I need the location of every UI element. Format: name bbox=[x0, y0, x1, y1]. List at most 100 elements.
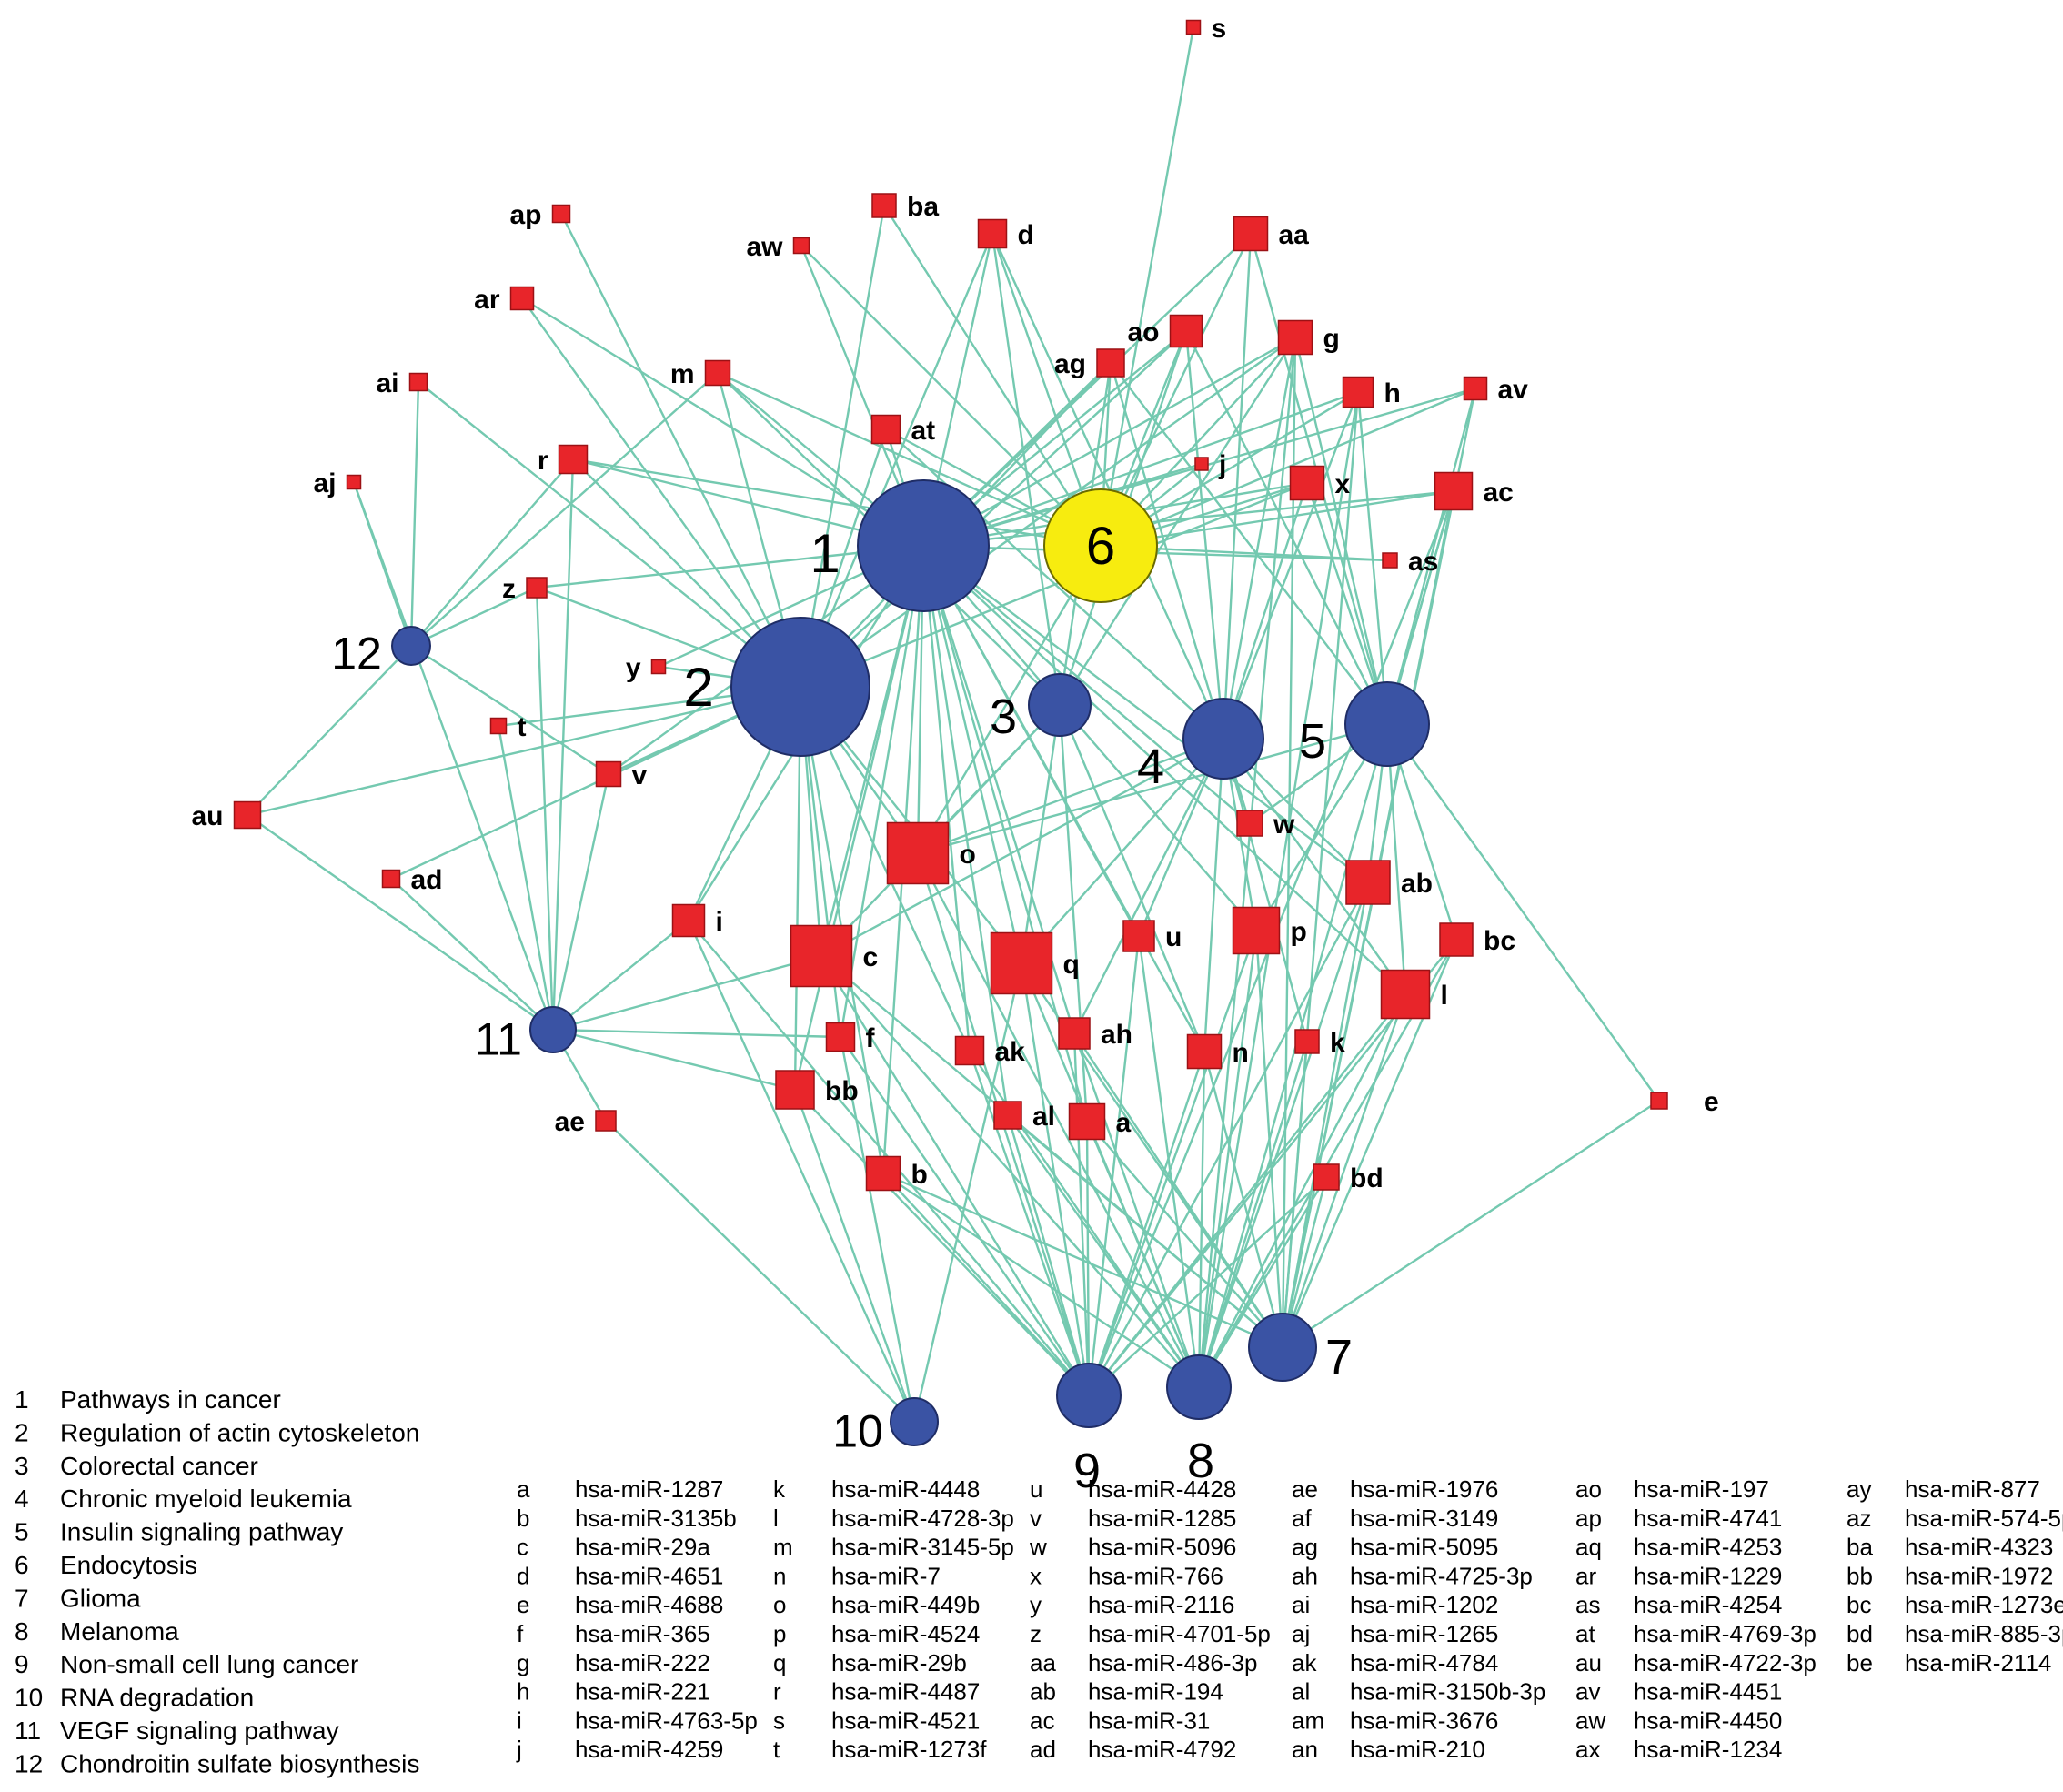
table-code-au: au bbox=[1575, 1649, 1602, 1676]
mirna-label-e: e bbox=[1704, 1087, 1719, 1117]
table-name-ac: hsa-miR-31 bbox=[1088, 1706, 1210, 1734]
pathway-node-11[interactable] bbox=[529, 1006, 577, 1053]
mirna-node-ar[interactable] bbox=[509, 286, 535, 311]
pathway-node-12[interactable] bbox=[391, 626, 431, 666]
mirna-node-l[interactable] bbox=[1380, 969, 1431, 1020]
table-code-ae: ae bbox=[1292, 1475, 1318, 1503]
table-code-at: at bbox=[1575, 1620, 1595, 1647]
mirna-node-p[interactable] bbox=[1232, 906, 1281, 955]
mirna-node-a[interactable] bbox=[1068, 1102, 1106, 1141]
mirna-node-aa[interactable] bbox=[1233, 216, 1269, 252]
pathway-label-7: 7 bbox=[1325, 1330, 1353, 1384]
table-name-u: hsa-miR-4428 bbox=[1088, 1475, 1236, 1503]
mirna-node-ai[interactable] bbox=[408, 372, 428, 392]
edge-ba-6 bbox=[882, 204, 1102, 548]
table-code-ap: ap bbox=[1575, 1505, 1602, 1532]
mirna-node-r[interactable] bbox=[558, 444, 589, 475]
pathway-node-9[interactable] bbox=[1056, 1363, 1122, 1428]
mirna-node-b[interactable] bbox=[865, 1155, 901, 1192]
mirna-node-bc[interactable] bbox=[1439, 922, 1474, 957]
mirna-node-n[interactable] bbox=[1186, 1033, 1223, 1070]
pathway-node-3[interactable] bbox=[1028, 673, 1092, 737]
mirna-node-w[interactable] bbox=[1236, 810, 1263, 837]
table-code-ao: ao bbox=[1575, 1475, 1602, 1503]
mirna-node-ah[interactable] bbox=[1058, 1017, 1091, 1050]
mirna-node-u[interactable] bbox=[1122, 920, 1155, 952]
edge-v-12 bbox=[409, 644, 610, 776]
mirna-node-d[interactable] bbox=[977, 218, 1008, 249]
edge-s-6 bbox=[1099, 25, 1195, 548]
mirna-label-ad: ad bbox=[411, 865, 443, 895]
table-code-g: g bbox=[517, 1649, 529, 1676]
mirna-label-n: n bbox=[1233, 1038, 1249, 1068]
pathway-node-7[interactable] bbox=[1248, 1313, 1317, 1382]
mirna-node-j[interactable] bbox=[1194, 457, 1209, 471]
mirna-node-au[interactable] bbox=[233, 800, 262, 830]
table-name-at: hsa-miR-4769-3p bbox=[1634, 1620, 1816, 1647]
table-name-ae: hsa-miR-1976 bbox=[1350, 1475, 1498, 1503]
table-code-ai: ai bbox=[1292, 1591, 1310, 1618]
mirna-node-ac[interactable] bbox=[1434, 471, 1474, 511]
pathway-node-8[interactable] bbox=[1166, 1354, 1232, 1420]
table-code-ak: ak bbox=[1292, 1649, 1317, 1676]
mirna-node-ba[interactable] bbox=[871, 193, 897, 218]
table-name-d: hsa-miR-4651 bbox=[575, 1562, 723, 1589]
table-name-k: hsa-miR-4448 bbox=[831, 1475, 980, 1503]
mirna-node-g[interactable] bbox=[1277, 319, 1313, 356]
edge-bd-8 bbox=[1197, 1175, 1328, 1389]
mirna-node-e[interactable] bbox=[1650, 1092, 1668, 1110]
table-name-ay: hsa-miR-877 bbox=[1905, 1475, 2040, 1503]
mirna-node-as[interactable] bbox=[1382, 552, 1398, 569]
mirna-node-at[interactable] bbox=[870, 414, 901, 445]
mirna-node-bd[interactable] bbox=[1313, 1163, 1340, 1191]
mirna-node-ao[interactable] bbox=[1169, 314, 1203, 348]
mirna-node-ag[interactable] bbox=[1096, 348, 1125, 378]
table-code-x: x bbox=[1030, 1562, 1042, 1589]
mirna-node-c[interactable] bbox=[790, 924, 853, 988]
edge-a-9 bbox=[1085, 1120, 1091, 1397]
edge-ai-12 bbox=[409, 380, 420, 648]
mirna-node-y[interactable] bbox=[650, 659, 667, 675]
mirna-node-s[interactable] bbox=[1185, 19, 1202, 35]
mirna-node-bb[interactable] bbox=[775, 1070, 815, 1110]
mirna-node-aj[interactable] bbox=[346, 474, 362, 490]
mirna-node-ap[interactable] bbox=[551, 204, 571, 224]
mirna-node-al[interactable] bbox=[993, 1101, 1022, 1130]
mirna-node-ae[interactable] bbox=[595, 1110, 617, 1132]
mirna-node-x[interactable] bbox=[1289, 465, 1325, 501]
edge-k-8 bbox=[1197, 1040, 1309, 1389]
mirna-node-o[interactable] bbox=[886, 821, 950, 885]
mirna-node-k[interactable] bbox=[1294, 1029, 1320, 1054]
mirna-label-f: f bbox=[866, 1023, 876, 1053]
mirna-node-f[interactable] bbox=[825, 1022, 856, 1052]
mirna-node-z[interactable] bbox=[526, 577, 548, 599]
mirna-node-i[interactable] bbox=[671, 903, 706, 938]
table-code-bb: bb bbox=[1847, 1562, 1873, 1589]
table-name-bc: hsa-miR-1273e bbox=[1905, 1591, 2063, 1618]
mirna-node-q[interactable] bbox=[990, 931, 1053, 995]
pathway-node-10[interactable] bbox=[890, 1397, 939, 1446]
mirna-node-ak[interactable] bbox=[954, 1035, 985, 1066]
mirna-node-v[interactable] bbox=[595, 760, 622, 788]
pathway-node-4[interactable] bbox=[1182, 698, 1264, 780]
mirna-node-ab[interactable] bbox=[1345, 860, 1391, 905]
mirna-node-ad[interactable] bbox=[381, 869, 401, 889]
edge-ar-2 bbox=[520, 297, 802, 689]
pathway-node-1[interactable] bbox=[857, 479, 990, 612]
mirna-label-ac: ac bbox=[1484, 478, 1514, 508]
mirna-node-av[interactable] bbox=[1463, 376, 1488, 401]
edge-g-3 bbox=[1058, 336, 1297, 707]
mirna-node-aw[interactable] bbox=[792, 237, 810, 255]
mirna-node-t[interactable] bbox=[489, 717, 508, 735]
node-layer bbox=[233, 19, 1668, 1446]
edge-r-12 bbox=[409, 458, 575, 648]
pathway-node-5[interactable] bbox=[1344, 681, 1430, 767]
mirna-node-h[interactable] bbox=[1342, 376, 1374, 408]
mirna-node-m[interactable] bbox=[704, 359, 731, 387]
pathway-node-6[interactable] bbox=[1043, 488, 1158, 603]
edge-ah-8 bbox=[1072, 1032, 1201, 1389]
edge-n-7 bbox=[1203, 1050, 1284, 1349]
edge-p-9 bbox=[1087, 929, 1258, 1397]
pathway-node-2[interactable] bbox=[730, 617, 870, 757]
